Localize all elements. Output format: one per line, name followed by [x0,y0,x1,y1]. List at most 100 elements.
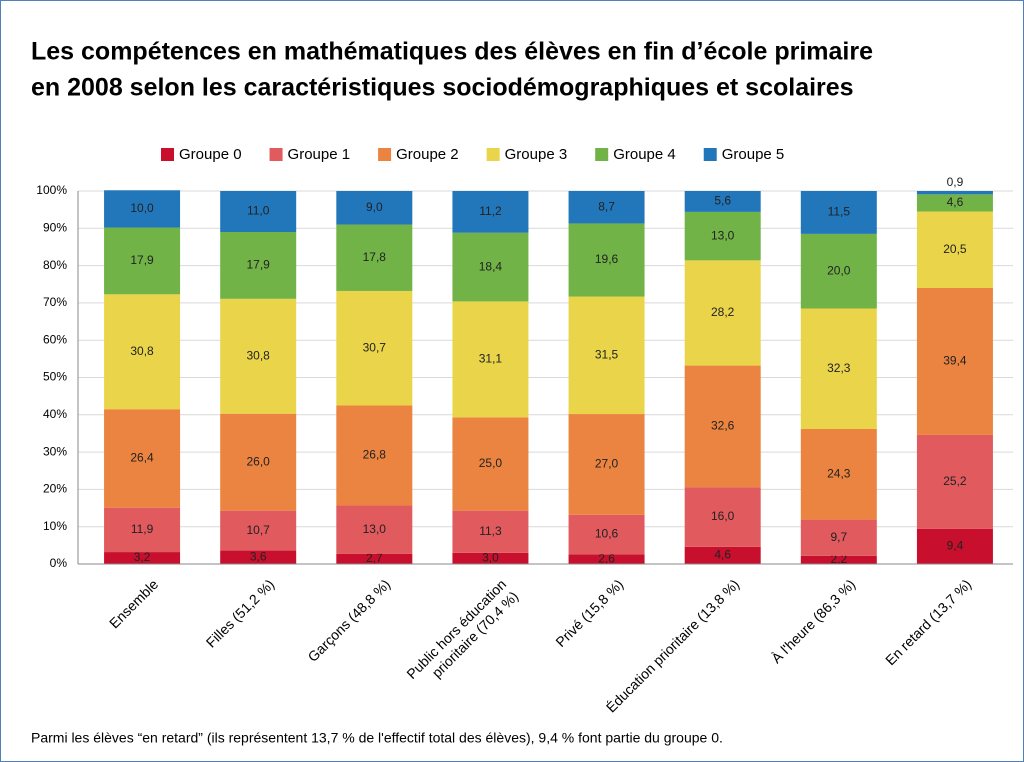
data-label: 10,7 [247,523,271,537]
bar-segment [800,519,877,556]
legend-label: Groupe 2 [396,146,459,163]
data-label: 9,0 [366,200,383,214]
bar-segment [684,487,761,547]
y-tick-label: 50% [43,370,67,384]
data-label: 10,0 [130,201,154,215]
bar-segment [916,191,993,195]
data-label: 11,5 [828,205,851,219]
data-label: 17,9 [247,258,271,272]
data-label: 31,5 [595,347,619,361]
data-label: 25,2 [943,474,967,488]
y-tick-label: 30% [43,444,67,458]
data-label: 39,4 [943,354,967,368]
bar-segment [220,232,297,299]
data-label: 17,8 [363,250,387,264]
data-label: 13,0 [363,522,387,536]
bar-segment [568,191,645,224]
bar-segment [684,211,761,261]
bar-segment [916,528,993,564]
data-label: 3,6 [250,549,267,563]
legend-swatch [486,148,500,161]
data-label: 0,9 [947,175,964,189]
data-label: 2,6 [598,551,615,565]
legend-swatch [595,148,609,161]
bar-segment [452,552,529,564]
bar-segment [220,413,297,511]
data-label: 24,3 [827,466,851,480]
data-label: 28,2 [711,305,735,319]
data-label: 20,0 [827,263,851,277]
data-label: 9,7 [830,530,847,544]
bar-segment [220,191,297,233]
bar-segment [916,287,993,435]
bar-segment [916,434,993,529]
bar-segment [568,514,645,555]
bar-segment [336,553,413,564]
bar-segment [220,510,297,551]
bar-segment [104,552,181,564]
data-label: 11,3 [479,524,502,538]
data-label: 17,9 [130,253,154,267]
legend-swatch [378,148,392,161]
bar-segment [104,294,181,410]
y-tick-label: 0% [50,556,68,570]
bar-segment [104,227,181,295]
bar-segment [336,405,413,506]
legend-label: Groupe 0 [179,146,242,163]
chart-title: Les compétences en mathématiques des élè… [31,38,873,66]
data-label: 5,6 [714,194,731,208]
data-label: 26,0 [247,454,271,468]
bar-segment [104,409,181,508]
bar-segment [104,190,181,228]
bar-segment [452,301,529,418]
data-label: 18,4 [479,259,503,273]
legend-label: Groupe 4 [613,146,676,163]
y-tick-label: 90% [43,220,67,234]
data-label: 20,5 [943,242,967,256]
y-tick-label: 100% [36,183,67,197]
y-tick-label: 10% [43,519,67,533]
data-label: 8,7 [598,199,615,213]
data-label: 19,6 [595,252,619,266]
data-label: 3,2 [134,550,151,564]
data-label: 11,0 [247,204,270,218]
bar-segment [452,232,529,302]
data-label: 16,0 [711,509,735,523]
data-label: 11,9 [131,522,154,536]
legend-label: Groupe 5 [722,146,785,163]
data-label: 9,4 [947,539,964,553]
bar-segment [684,546,761,564]
y-tick-label: 70% [43,295,67,309]
y-tick-label: 60% [43,332,67,346]
footnote: Parmi les élèves “en retard” (ils représ… [31,730,723,746]
legend-swatch [161,148,174,161]
data-label: 30,7 [363,340,387,354]
y-tick-label: 20% [43,482,67,496]
bar-segment [336,290,413,406]
data-label: 26,8 [363,448,387,462]
bar-segment [336,224,413,291]
data-label: 27,0 [595,457,619,471]
data-label: 26,4 [130,451,154,465]
bar-segment [684,260,761,366]
data-label: 2,7 [366,551,383,565]
data-label: 4,6 [947,195,964,209]
y-tick-label: 40% [43,407,67,421]
legend-label: Groupe 1 [288,146,351,163]
data-label: 32,3 [827,361,851,375]
bar-segment [104,507,181,553]
bar-segment [336,191,413,225]
data-label: 11,2 [479,204,502,218]
data-label: 13,0 [711,228,735,242]
bar-segment [800,428,877,520]
data-label: 3,0 [482,551,499,565]
bar-segment [568,554,645,564]
bar-segment [568,414,645,515]
data-label: 32,6 [711,419,735,433]
bar-segment [336,505,413,554]
bar-segment [800,308,877,429]
chart-subtitle: en 2008 selon les caractéristiques socio… [31,74,854,102]
bar-segment [800,191,877,234]
legend-label: Groupe 3 [505,146,568,163]
